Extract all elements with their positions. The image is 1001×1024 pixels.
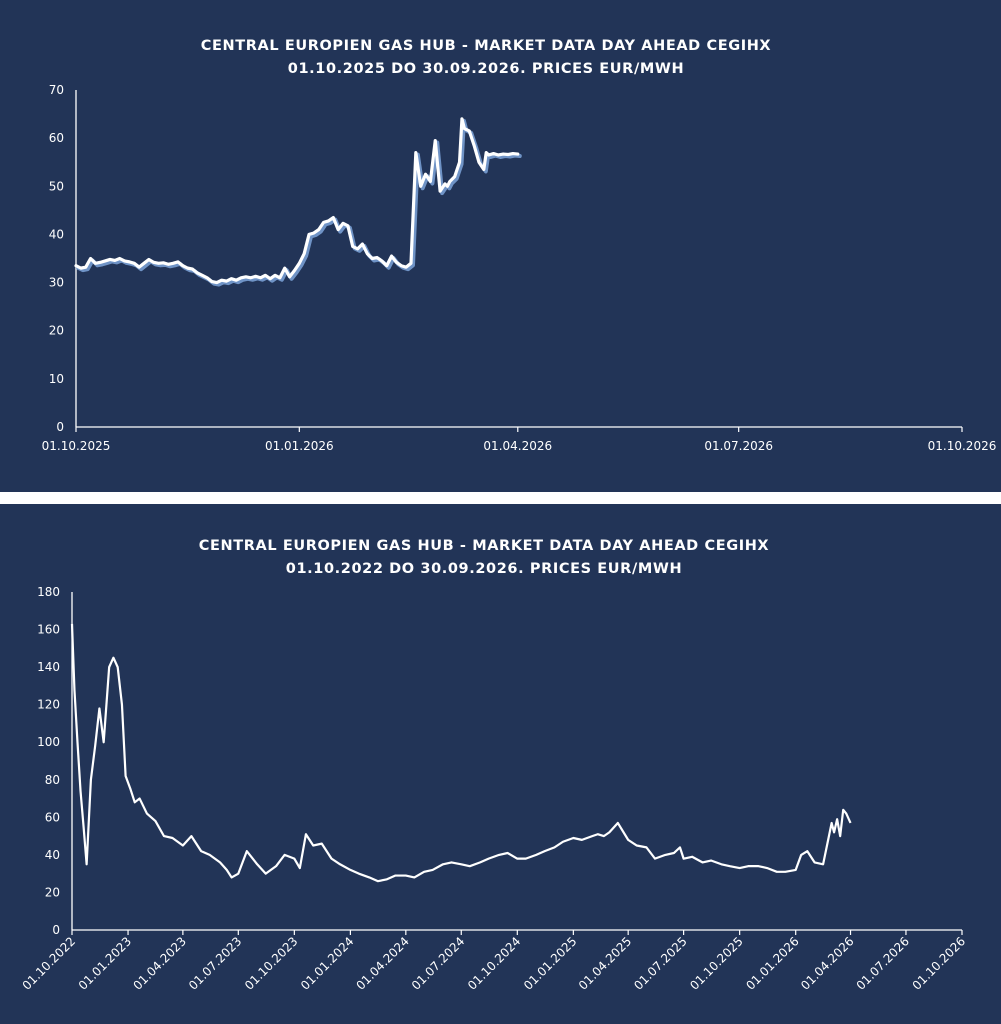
x-tick-label: 01.07.2026 (704, 439, 773, 453)
x-tick-label: 01.01.2025 (521, 934, 579, 992)
x-tick-label: 01.07.2025 (631, 934, 689, 992)
x-tick-label: 01.10.2023 (242, 934, 300, 992)
y-tick-label: 160 (37, 623, 60, 637)
x-tick-label: 01.10.2026 (910, 934, 968, 992)
x-tick-label: 01.07.2023 (186, 934, 244, 992)
chart-subtitle: 01.10.2025 DO 30.09.2026. PRICES EUR/MWH (288, 61, 684, 77)
series-outline (70, 623, 852, 883)
x-tick-label: 01.10.2025 (687, 934, 745, 992)
x-tick-label: 01.04.2023 (130, 934, 188, 992)
y-tick-label: 30 (49, 276, 64, 290)
series-line-shadow (76, 118, 522, 287)
x-tick-label: 01.10.2022 (20, 934, 78, 992)
y-tick-label: 0 (52, 923, 60, 937)
y-tick-label: 40 (45, 848, 60, 862)
y-tick-label: 100 (37, 735, 60, 749)
x-tick-label: 01.04.2026 (483, 439, 552, 453)
x-tick-label: 01.07.2026 (854, 934, 912, 992)
y-tick-label: 20 (49, 324, 64, 338)
chart-title: CENTRAL EUROPIEN GAS HUB - MARKET DATA D… (201, 38, 771, 54)
x-tick-label: 01.01.2026 (265, 439, 334, 453)
x-tick-label: 01.07.2024 (409, 934, 467, 992)
y-tick-label: 180 (37, 585, 60, 599)
x-tick-label: 01.01.2024 (298, 934, 356, 992)
y-tick-label: 120 (37, 698, 60, 712)
x-tick-label: 01.10.2024 (465, 934, 523, 992)
y-tick-label: 140 (37, 660, 60, 674)
x-tick-label: 01.04.2024 (353, 934, 411, 992)
y-tick-label: 50 (49, 179, 64, 193)
y-tick-label: 60 (45, 810, 60, 824)
chart-panel-top: CENTRAL EUROPIEN GAS HUB - MARKET DATA D… (0, 0, 1001, 492)
chart-panel-bottom: CENTRAL EUROPIEN GAS HUB - MARKET DATA D… (0, 504, 1001, 1024)
y-tick-label: 60 (49, 131, 64, 145)
y-tick-label: 40 (49, 227, 64, 241)
chart-subtitle: 01.10.2022 DO 30.09.2026. PRICES EUR/MWH (286, 561, 682, 577)
x-tick-label: 01.04.2025 (576, 934, 634, 992)
x-tick-label: 01.01.2023 (76, 934, 134, 992)
chart-title: CENTRAL EUROPIEN GAS HUB - MARKET DATA D… (199, 538, 769, 554)
x-tick-label: 01.10.2026 (928, 439, 997, 453)
x-tick-label: 01.04.2026 (798, 934, 856, 992)
y-tick-label: 70 (49, 83, 64, 97)
line-chart: CENTRAL EUROPIEN GAS HUB - MARKET DATA D… (42, 38, 997, 453)
series-line (74, 117, 520, 285)
y-tick-label: 80 (45, 773, 60, 787)
area-chart: CENTRAL EUROPIEN GAS HUB - MARKET DATA D… (20, 538, 968, 993)
x-tick-label: 01.01.2026 (743, 934, 801, 992)
x-tick-label: 01.10.2025 (42, 439, 111, 453)
y-tick-label: 10 (49, 372, 64, 386)
y-tick-label: 0 (56, 420, 64, 434)
y-tick-label: 20 (45, 885, 60, 899)
